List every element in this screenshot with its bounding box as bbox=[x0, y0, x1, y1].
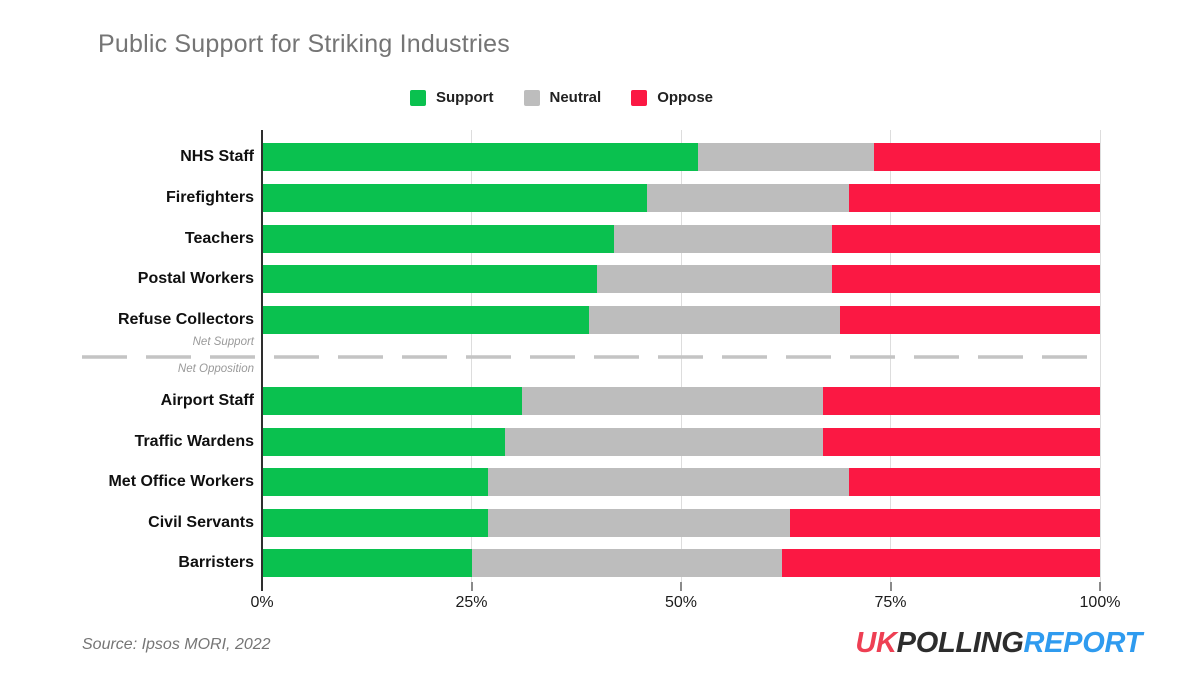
bar-segment-neutral-refuse-collectors bbox=[588, 306, 841, 334]
legend-item-support: Support bbox=[410, 89, 494, 106]
net-divider-line bbox=[82, 355, 1100, 359]
bar-traffic-wardens bbox=[262, 427, 1100, 456]
bar-segment-neutral-teachers bbox=[613, 224, 832, 253]
bar-segment-neutral-nhs-staff bbox=[697, 143, 874, 171]
bar-segment-oppose-postal-workers bbox=[831, 265, 1100, 294]
source-note: Source: Ipsos MORI, 2022 bbox=[82, 636, 271, 653]
bar-segment-support-nhs-staff bbox=[262, 143, 698, 171]
legend-item-oppose: Oppose bbox=[631, 89, 713, 106]
category-label-postal-workers: Postal Workers bbox=[137, 270, 254, 288]
bar-barristers bbox=[262, 549, 1100, 577]
bar-segment-oppose-airport-staff bbox=[823, 387, 1100, 415]
plot-rows: 0% 25% 50% 75% 100% NHS Staff Firefighters Teac… bbox=[0, 130, 1200, 650]
bar-segment-neutral-airport-staff bbox=[521, 387, 824, 415]
bar-segment-neutral-barristers bbox=[471, 549, 782, 577]
category-label-barristers: Barristers bbox=[178, 554, 254, 571]
ukpollingreport-logo: UKPOLLINGREPORT bbox=[855, 627, 1142, 660]
category-label-civil-servants: Civil Servants bbox=[148, 513, 254, 531]
gridline-100 bbox=[1099, 130, 1101, 582]
bar-civil-servants bbox=[262, 508, 1100, 537]
bar-segment-support-barristers bbox=[262, 549, 472, 577]
bar-segment-neutral-civil-servants bbox=[488, 508, 790, 537]
x-tick-label-25: 25% bbox=[455, 594, 488, 611]
legend-label-neutral: Neutral bbox=[549, 89, 602, 106]
legend: Support Neutral Oppose bbox=[410, 89, 713, 106]
bar-teachers bbox=[262, 224, 1100, 253]
legend-item-neutral: Neutral bbox=[523, 89, 602, 106]
net-opposition-label: Net Opposition bbox=[177, 363, 254, 375]
x-tick-label-75: 75% bbox=[874, 594, 907, 611]
bar-segment-support-airport-staff bbox=[262, 387, 522, 415]
bar-segment-oppose-barristers bbox=[781, 549, 1100, 577]
net-support-label: Net Support bbox=[192, 336, 254, 348]
bar-segment-oppose-nhs-staff bbox=[873, 143, 1100, 171]
category-label-teachers: Teachers bbox=[184, 229, 254, 247]
bar-nhs-staff bbox=[262, 143, 1100, 171]
x-axis-tick-25 bbox=[470, 582, 473, 591]
category-label-met-office-workers: Met Office Workers bbox=[108, 473, 254, 490]
oppose-swatch-icon bbox=[631, 89, 648, 106]
bar-segment-support-postal-workers bbox=[262, 265, 598, 294]
category-label-firefighters: Firefighters bbox=[165, 188, 254, 206]
bar-segment-oppose-refuse-collectors bbox=[840, 306, 1100, 334]
x-axis-tick-75 bbox=[889, 582, 892, 591]
y-axis-line bbox=[261, 130, 263, 591]
bar-segment-oppose-teachers bbox=[831, 224, 1100, 253]
bar-segment-support-teachers bbox=[262, 224, 614, 253]
bar-chart: 0% 25% 50% 75% 100% NHS Staff Firefighters Teac… bbox=[0, 130, 1200, 650]
neutral-swatch-icon bbox=[523, 89, 540, 106]
x-tick-label-100: 100% bbox=[1079, 594, 1121, 611]
category-label-nhs-staff: NHS Staff bbox=[180, 148, 254, 165]
legend-label-oppose: Oppose bbox=[657, 89, 714, 106]
bar-segment-oppose-firefighters bbox=[848, 183, 1100, 212]
bar-segment-oppose-met-office-workers bbox=[848, 468, 1100, 496]
category-label-refuse-collectors: Refuse Collectors bbox=[117, 311, 254, 328]
bar-refuse-collectors bbox=[262, 306, 1100, 334]
category-label-airport-staff: Airport Staff bbox=[160, 392, 254, 409]
bar-segment-support-met-office-workers bbox=[262, 468, 489, 496]
x-tick-label-50: 50% bbox=[664, 594, 698, 611]
bar-firefighters bbox=[262, 183, 1100, 212]
logo-part-polling: POLLING bbox=[896, 627, 1024, 659]
support-swatch-icon bbox=[410, 89, 426, 106]
bar-segment-neutral-met-office-workers bbox=[488, 468, 849, 496]
bar-segment-support-firefighters bbox=[262, 183, 648, 212]
logo-part-report: REPORT bbox=[1023, 627, 1142, 659]
x-axis-tick-50 bbox=[680, 582, 682, 591]
bar-segment-oppose-traffic-wardens bbox=[823, 427, 1100, 456]
bar-airport-staff bbox=[262, 387, 1100, 415]
bar-postal-workers bbox=[262, 265, 1100, 294]
bar-segment-support-traffic-wardens bbox=[262, 427, 506, 456]
x-tick-label-0: 0% bbox=[250, 594, 274, 611]
bar-segment-support-refuse-collectors bbox=[262, 306, 589, 334]
bar-segment-neutral-firefighters bbox=[647, 183, 849, 212]
legend-label-support: Support bbox=[436, 89, 494, 106]
bar-met-office-workers bbox=[262, 468, 1100, 496]
bar-segment-neutral-postal-workers bbox=[597, 265, 832, 294]
logo-part-uk: UK bbox=[855, 627, 897, 659]
bar-segment-neutral-traffic-wardens bbox=[505, 427, 824, 456]
bar-segment-support-civil-servants bbox=[262, 508, 489, 537]
category-label-traffic-wardens: Traffic Wardens bbox=[134, 432, 254, 450]
bar-segment-oppose-civil-servants bbox=[789, 508, 1100, 537]
x-axis-tick-100 bbox=[1099, 582, 1101, 591]
chart-title: Public Support for Striking Industries bbox=[98, 30, 510, 58]
